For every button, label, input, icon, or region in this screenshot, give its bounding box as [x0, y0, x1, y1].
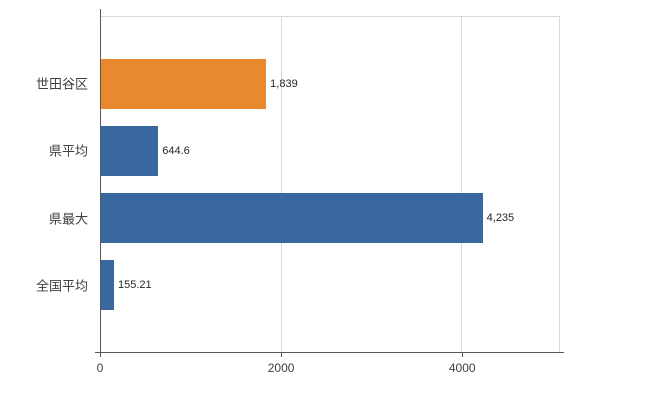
- bar-row: 644.6: [100, 126, 559, 176]
- bar-row: 1,839: [100, 59, 559, 109]
- bar-県最大: [100, 193, 483, 243]
- bar-世田谷区: [100, 59, 267, 109]
- bar-row: 155.21: [100, 260, 559, 310]
- value-axis: 0 2000 4000: [96, 352, 560, 382]
- value-label: 1,839: [270, 78, 298, 90]
- value-label: 155.21: [118, 279, 152, 291]
- x-tick-label: 2000: [267, 361, 295, 375]
- category-label: 県最大: [48, 211, 88, 227]
- x-tick-0: [100, 352, 101, 357]
- x-tick-4000: [462, 352, 464, 357]
- x-tick-2000: [281, 352, 283, 357]
- bar-県平均: [100, 126, 159, 176]
- y-axis-line: [100, 9, 101, 352]
- x-tick-label: 0: [96, 361, 104, 375]
- category-axis-labels: 世田谷区県平均県最大全国平均: [0, 16, 92, 352]
- gridline-x-4000: [461, 17, 463, 352]
- category-label: 県平均: [48, 143, 88, 159]
- category-label: 全国平均: [35, 278, 88, 294]
- x-axis-line: [95, 352, 564, 353]
- x-tick-label: 4000: [448, 361, 476, 375]
- gridline-x-2000: [280, 17, 282, 352]
- value-label: 644.6: [162, 145, 190, 157]
- category-label: 世田谷区: [35, 76, 88, 92]
- bar-row: 4,235: [100, 193, 559, 243]
- plot-area: 1,839 644.6 4,235 155.21: [100, 16, 560, 352]
- value-label: 4,235: [486, 212, 515, 224]
- bar-全国平均: [100, 260, 115, 310]
